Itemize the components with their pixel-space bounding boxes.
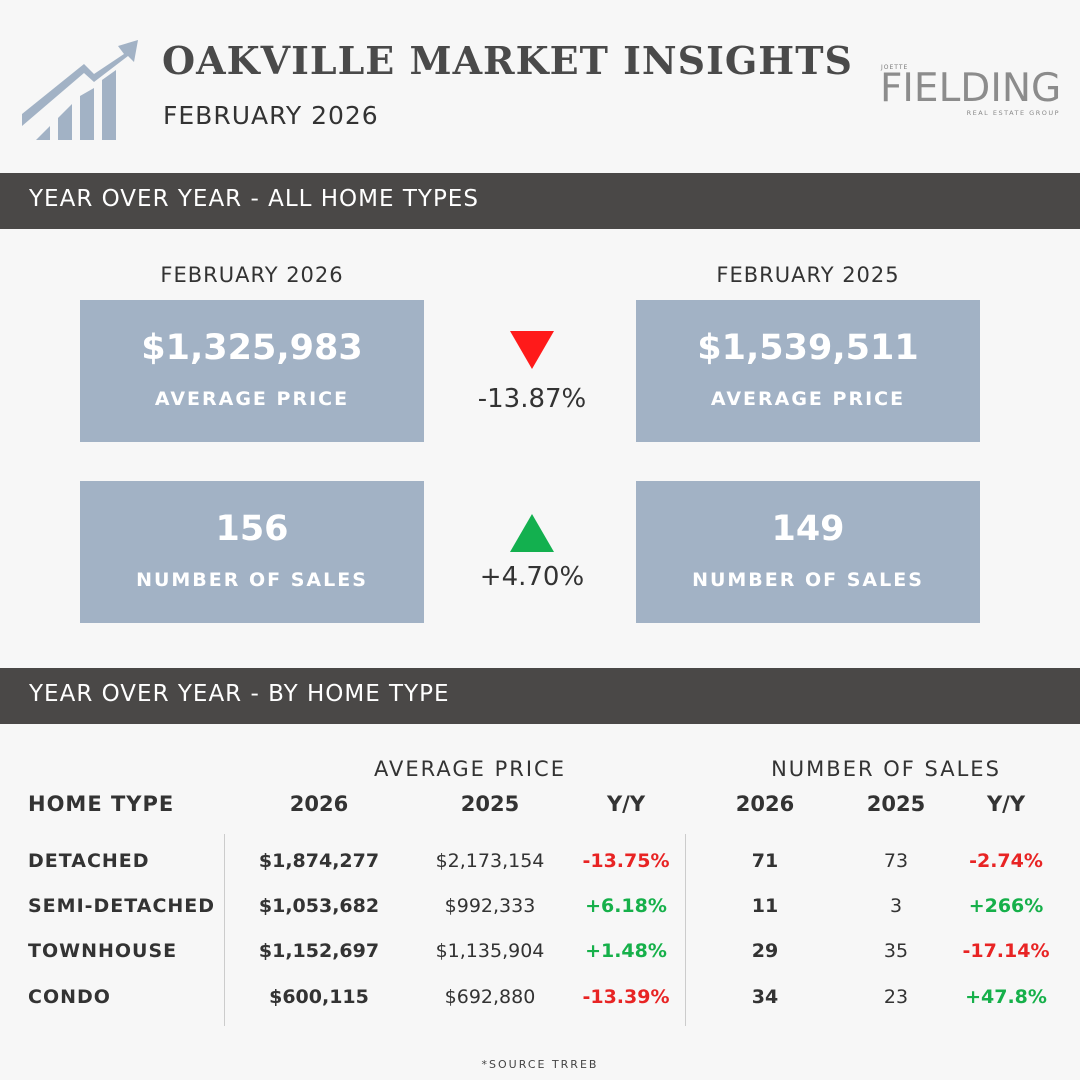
stat-value: 156 xyxy=(215,509,289,549)
cell-sales-yy: -2.74% xyxy=(969,850,1043,872)
stat-card-sales-current: 156 NUMBER OF SALES xyxy=(80,481,424,623)
brand-logo-sub: REAL ESTATE GROUP xyxy=(966,109,1060,117)
stat-card-sales-previous: 149 NUMBER OF SALES xyxy=(636,481,980,623)
sales-change-value: +4.70% xyxy=(479,562,585,592)
cell-type: CONDO xyxy=(28,986,111,1008)
cell-price-yy: +6.18% xyxy=(585,895,667,917)
stat-card-price-previous: $1,539,511 AVERAGE PRICE xyxy=(636,300,980,442)
stat-card-price-current: $1,325,983 AVERAGE PRICE xyxy=(80,300,424,442)
cell-price-2025: $992,333 xyxy=(444,895,536,917)
cell-price-2025: $1,135,904 xyxy=(435,940,545,962)
table-row: TOWNHOUSE $1,152,697 $1,135,904 +1.48% 29 35 -… xyxy=(0,940,1080,980)
table-divider xyxy=(685,834,686,1026)
cell-sales-yy: +266% xyxy=(968,895,1044,917)
cell-price-yy: -13.39% xyxy=(582,986,670,1008)
table-row: CONDO $600,115 $692,880 -13.39% 34 23 +47.8% xyxy=(0,986,1080,1026)
stat-label: NUMBER OF SALES xyxy=(136,569,368,591)
cell-price-2025: $692,880 xyxy=(444,986,536,1008)
cell-price-yy: -13.75% xyxy=(582,850,670,872)
cell-price-2026: $600,115 xyxy=(269,986,369,1008)
group-header-number-of-sales: NUMBER OF SALES xyxy=(771,757,1001,781)
cell-sales-2026: 71 xyxy=(751,850,779,872)
cell-sales-2025: 23 xyxy=(883,986,909,1008)
group-header-average-price: AVERAGE PRICE xyxy=(374,757,566,781)
current-period-label: FEBRUARY 2026 xyxy=(160,263,344,287)
col-header-sales-yy: Y/Y xyxy=(986,792,1026,816)
section-bar-by-home-type: YEAR OVER YEAR - BY HOME TYPE xyxy=(0,668,1080,724)
section-bar-all-home-types: YEAR OVER YEAR - ALL HOME TYPES xyxy=(0,173,1080,229)
page-subtitle: FEBRUARY 2026 xyxy=(163,101,379,130)
cell-price-2026: $1,152,697 xyxy=(258,940,380,962)
table-row: SEMI-DETACHED $1,053,682 $992,333 +6.18% 11 3… xyxy=(0,895,1080,935)
price-change-value: -13.87% xyxy=(477,384,587,414)
cell-sales-2025: 35 xyxy=(883,940,909,962)
cell-sales-yy: +47.8% xyxy=(965,986,1047,1008)
growth-chart-icon xyxy=(22,40,138,140)
cell-sales-2026: 34 xyxy=(751,986,779,1008)
cell-type: DETACHED xyxy=(28,850,150,872)
brand-logo: JOETTE FIELDING REAL ESTATE GROUP xyxy=(878,62,1064,120)
section-title-all-home-types: YEAR OVER YEAR - ALL HOME TYPES xyxy=(29,186,479,212)
col-header-price-2026: 2026 xyxy=(289,792,349,816)
up-triangle-icon xyxy=(510,514,554,552)
col-header-sales-2026: 2026 xyxy=(735,792,795,816)
cell-price-2026: $1,874,277 xyxy=(258,850,380,872)
stat-value: 149 xyxy=(771,509,845,549)
previous-period-label: FEBRUARY 2025 xyxy=(716,263,900,287)
col-header-sales-2025: 2025 xyxy=(866,792,926,816)
cell-sales-2025: 3 xyxy=(889,895,903,917)
cell-sales-yy: -17.14% xyxy=(962,940,1050,962)
col-header-price-2025: 2025 xyxy=(460,792,520,816)
col-header-price-yy: Y/Y xyxy=(606,792,646,816)
stat-label: NUMBER OF SALES xyxy=(692,569,924,591)
page-title: OAKVILLE MARKET INSIGHTS xyxy=(162,38,853,83)
cell-type: TOWNHOUSE xyxy=(28,940,178,962)
col-header-home-type: HOME TYPE xyxy=(28,792,175,816)
brand-logo-top: JOETTE xyxy=(881,64,909,71)
table-divider xyxy=(224,834,225,1026)
cell-type: SEMI-DETACHED xyxy=(28,895,216,917)
stat-label: AVERAGE PRICE xyxy=(154,388,350,410)
cell-sales-2026: 11 xyxy=(751,895,779,917)
brand-logo-main: FIELDING xyxy=(880,66,1062,111)
stat-value: $1,325,983 xyxy=(141,328,363,368)
cell-sales-2025: 73 xyxy=(883,850,909,872)
table-row: DETACHED $1,874,277 $2,173,154 -13.75% 71 73 -… xyxy=(0,850,1080,890)
source-note: *SOURCE TRREB xyxy=(481,1058,599,1071)
stat-label: AVERAGE PRICE xyxy=(710,388,906,410)
stat-value: $1,539,511 xyxy=(697,328,919,368)
cell-price-2026: $1,053,682 xyxy=(258,895,380,917)
down-triangle-icon xyxy=(510,331,554,369)
cell-sales-2026: 29 xyxy=(751,940,779,962)
section-title-by-home-type: YEAR OVER YEAR - BY HOME TYPE xyxy=(29,681,450,707)
cell-price-yy: +1.48% xyxy=(585,940,667,962)
cell-price-2025: $2,173,154 xyxy=(435,850,545,872)
